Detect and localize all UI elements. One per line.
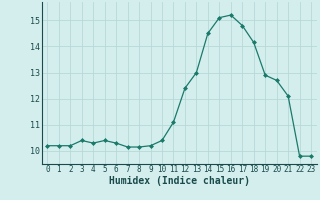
X-axis label: Humidex (Indice chaleur): Humidex (Indice chaleur) [109,176,250,186]
